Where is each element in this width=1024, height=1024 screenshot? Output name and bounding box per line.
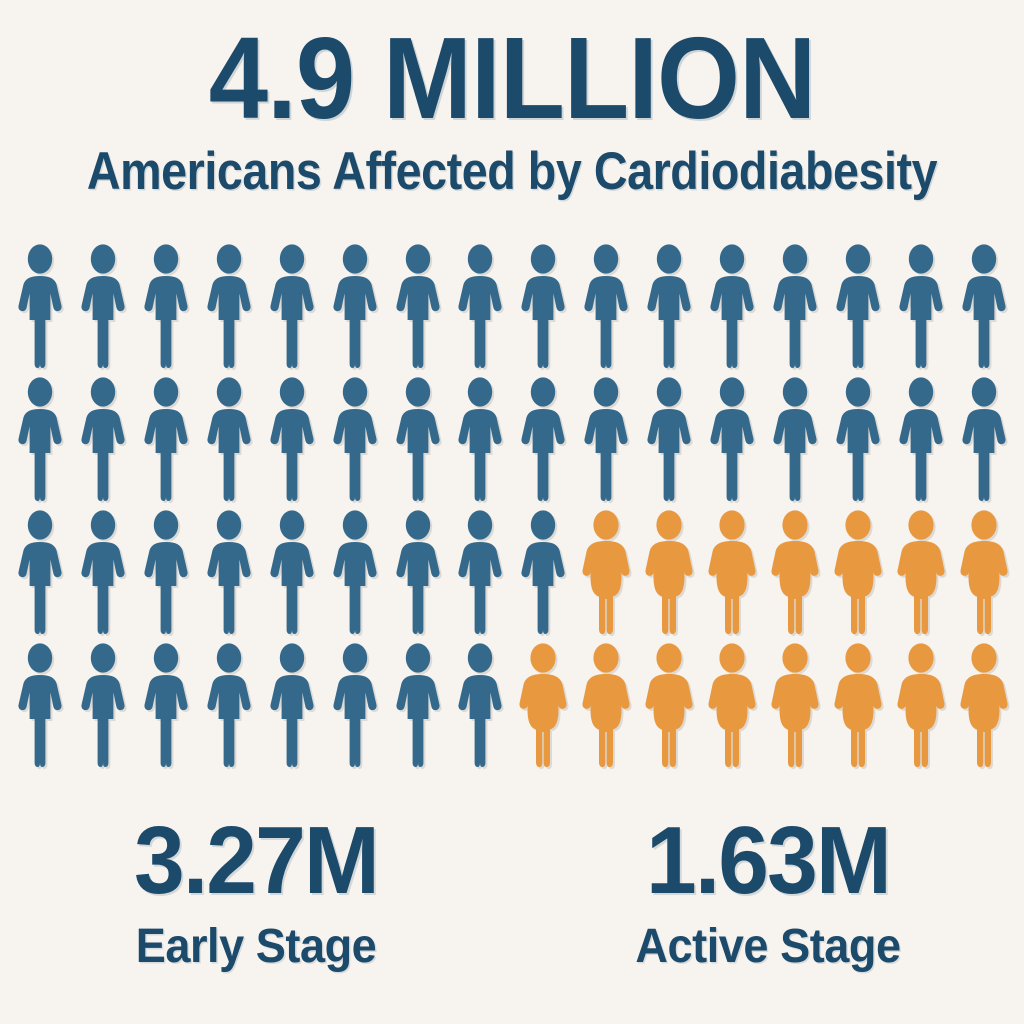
person-icon-active-stage bbox=[832, 509, 884, 635]
person-icon-active-stage bbox=[958, 509, 1010, 635]
pictogram-row bbox=[8, 369, 1016, 502]
stat-block-active-stage: 1.63M Active Stage bbox=[512, 812, 1024, 1012]
header: 4.9 MILLION Americans Affected by Cardio… bbox=[0, 0, 1024, 202]
person-icon-early-stage bbox=[580, 243, 632, 369]
person-icon-early-stage bbox=[329, 376, 381, 502]
person-icon-active-stage bbox=[706, 509, 758, 635]
person-icon-early-stage bbox=[958, 376, 1010, 502]
person-icon-active-stage bbox=[580, 642, 632, 768]
stat-value-early-stage: 3.27M bbox=[134, 807, 380, 914]
stat-label-active-stage: Active Stage bbox=[635, 919, 901, 973]
person-icon-early-stage bbox=[706, 243, 758, 369]
person-icon-early-stage bbox=[832, 376, 884, 502]
person-icon-early-stage bbox=[329, 243, 381, 369]
person-icon-active-stage bbox=[895, 642, 947, 768]
person-icon-early-stage bbox=[454, 376, 506, 502]
person-icon-early-stage bbox=[517, 243, 569, 369]
person-icon-early-stage bbox=[266, 376, 318, 502]
person-icon-early-stage bbox=[140, 376, 192, 502]
person-icon-active-stage bbox=[517, 642, 569, 768]
person-icon-early-stage bbox=[14, 509, 66, 635]
person-icon-active-stage bbox=[580, 509, 632, 635]
pictogram-row bbox=[8, 502, 1016, 635]
person-icon-early-stage bbox=[895, 376, 947, 502]
stat-value-active-stage: 1.63M bbox=[646, 807, 892, 914]
person-icon-early-stage bbox=[392, 243, 444, 369]
person-icon-early-stage bbox=[392, 642, 444, 768]
person-icon-early-stage bbox=[392, 509, 444, 635]
pictogram-row bbox=[8, 236, 1016, 369]
person-icon-early-stage bbox=[140, 642, 192, 768]
person-icon-early-stage bbox=[14, 642, 66, 768]
person-icon-active-stage bbox=[769, 642, 821, 768]
person-icon-early-stage bbox=[77, 509, 129, 635]
person-icon-early-stage bbox=[454, 509, 506, 635]
stat-label-early-stage: Early Stage bbox=[135, 919, 377, 973]
person-icon-early-stage bbox=[203, 243, 255, 369]
person-icon-active-stage bbox=[643, 509, 695, 635]
person-icon-early-stage bbox=[266, 642, 318, 768]
person-icon-early-stage bbox=[706, 376, 758, 502]
person-icon-early-stage bbox=[454, 642, 506, 768]
person-icon-early-stage bbox=[14, 376, 66, 502]
stats-legend: 3.27M Early Stage 1.63M Active Stage bbox=[0, 812, 1024, 1012]
person-icon-early-stage bbox=[392, 376, 444, 502]
person-icon-early-stage bbox=[329, 642, 381, 768]
person-icon-early-stage bbox=[832, 243, 884, 369]
person-icon-early-stage bbox=[329, 509, 381, 635]
page-title: 4.9 MILLION bbox=[208, 13, 816, 143]
person-icon-active-stage bbox=[706, 642, 758, 768]
person-icon-early-stage bbox=[517, 376, 569, 502]
person-icon-early-stage bbox=[643, 376, 695, 502]
person-icon-early-stage bbox=[140, 243, 192, 369]
person-icon-early-stage bbox=[77, 376, 129, 502]
person-icon-early-stage bbox=[266, 243, 318, 369]
page-subtitle: Americans Affected by Cardiodiabesity bbox=[86, 142, 938, 202]
person-icon-active-stage bbox=[643, 642, 695, 768]
person-icon-early-stage bbox=[266, 509, 318, 635]
person-icon-active-stage bbox=[769, 509, 821, 635]
pictogram-chart bbox=[0, 236, 1024, 798]
person-icon-early-stage bbox=[769, 243, 821, 369]
person-icon-active-stage bbox=[958, 642, 1010, 768]
person-icon-early-stage bbox=[77, 642, 129, 768]
person-icon-active-stage bbox=[895, 509, 947, 635]
person-icon-early-stage bbox=[769, 376, 821, 502]
person-icon-early-stage bbox=[958, 243, 1010, 369]
person-icon-active-stage bbox=[832, 642, 884, 768]
pictogram-row bbox=[8, 635, 1016, 768]
person-icon-early-stage bbox=[643, 243, 695, 369]
person-icon-early-stage bbox=[580, 376, 632, 502]
person-icon-early-stage bbox=[203, 376, 255, 502]
stat-block-early-stage: 3.27M Early Stage bbox=[0, 812, 512, 1012]
person-icon-early-stage bbox=[895, 243, 947, 369]
person-icon-early-stage bbox=[14, 243, 66, 369]
person-icon-early-stage bbox=[140, 509, 192, 635]
person-icon-early-stage bbox=[454, 243, 506, 369]
person-icon-early-stage bbox=[77, 243, 129, 369]
person-icon-early-stage bbox=[203, 509, 255, 635]
person-icon-early-stage bbox=[517, 509, 569, 635]
person-icon-early-stage bbox=[203, 642, 255, 768]
